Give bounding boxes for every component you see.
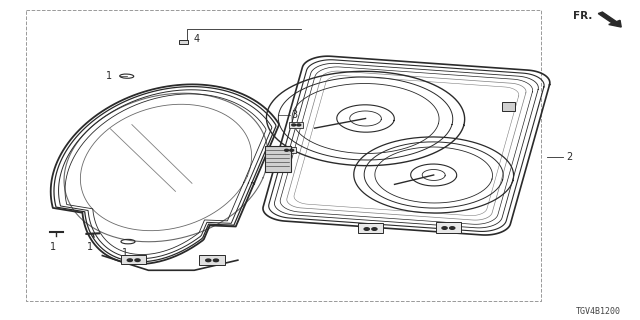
Text: 1: 1 — [50, 242, 56, 252]
FancyBboxPatch shape — [502, 102, 515, 111]
Circle shape — [135, 259, 140, 261]
Circle shape — [290, 149, 294, 151]
Text: 1: 1 — [122, 248, 129, 258]
Circle shape — [297, 124, 301, 126]
Circle shape — [213, 259, 218, 262]
Text: 4: 4 — [194, 34, 200, 44]
Text: FR.: FR. — [573, 11, 592, 21]
Circle shape — [285, 149, 289, 151]
Circle shape — [364, 228, 369, 230]
Text: 1: 1 — [106, 71, 112, 81]
FancyBboxPatch shape — [289, 122, 303, 128]
Text: 2: 2 — [566, 152, 572, 162]
FancyBboxPatch shape — [121, 255, 147, 264]
FancyBboxPatch shape — [436, 222, 461, 233]
Circle shape — [127, 259, 132, 261]
FancyBboxPatch shape — [358, 223, 383, 234]
Circle shape — [372, 228, 377, 230]
Text: 1: 1 — [86, 242, 93, 252]
Circle shape — [205, 259, 211, 262]
Circle shape — [450, 227, 455, 229]
FancyBboxPatch shape — [282, 148, 296, 153]
Circle shape — [292, 124, 296, 126]
FancyBboxPatch shape — [199, 255, 225, 265]
FancyArrow shape — [598, 12, 621, 27]
Text: TGV4B1200: TGV4B1200 — [576, 308, 621, 316]
FancyBboxPatch shape — [264, 146, 291, 172]
Circle shape — [442, 227, 447, 229]
Text: 3: 3 — [291, 110, 298, 120]
FancyBboxPatch shape — [179, 40, 188, 44]
